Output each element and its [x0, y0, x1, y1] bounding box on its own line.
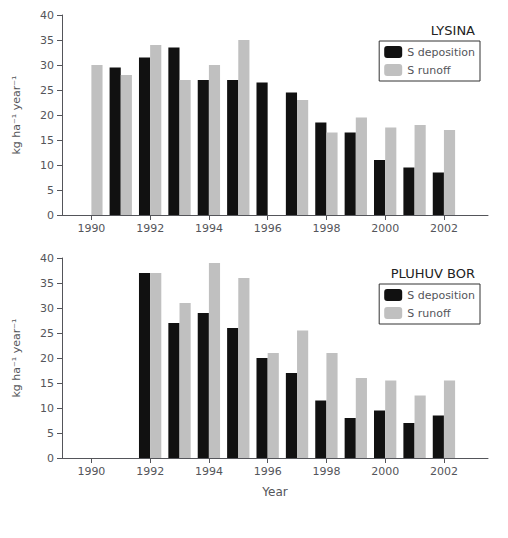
svg-text:10: 10: [40, 159, 54, 172]
svg-text:1990: 1990: [77, 222, 105, 235]
svg-text:1996: 1996: [254, 222, 282, 235]
svg-text:0: 0: [47, 209, 54, 222]
svg-text:2002: 2002: [430, 222, 458, 235]
svg-text:25: 25: [40, 327, 54, 340]
svg-text:30: 30: [40, 302, 54, 315]
svg-text:15: 15: [40, 377, 54, 390]
svg-text:35: 35: [40, 34, 54, 47]
svg-text:LYSINA: LYSINA: [431, 23, 475, 38]
svg-text:5: 5: [47, 184, 54, 197]
svg-text:S runoff: S runoff: [407, 64, 451, 77]
svg-text:20: 20: [40, 352, 54, 365]
svg-text:20: 20: [40, 109, 54, 122]
svg-text:1996: 1996: [254, 465, 282, 478]
svg-text:PLUHUV BOR: PLUHUV BOR: [391, 266, 475, 281]
svg-text:5: 5: [47, 427, 54, 440]
svg-text:S deposition: S deposition: [407, 289, 475, 302]
svg-text:1998: 1998: [312, 465, 340, 478]
svg-text:40: 40: [40, 252, 54, 265]
svg-text:S deposition: S deposition: [407, 46, 475, 59]
svg-text:1992: 1992: [136, 465, 164, 478]
svg-text:0: 0: [47, 452, 54, 465]
svg-text:1992: 1992: [136, 222, 164, 235]
svg-text:2000: 2000: [371, 465, 399, 478]
svg-text:Year: Year: [261, 485, 287, 499]
svg-text:2002: 2002: [430, 465, 458, 478]
svg-text:10: 10: [40, 402, 54, 415]
svg-text:25: 25: [40, 84, 54, 97]
svg-text:2000: 2000: [371, 222, 399, 235]
svg-text:1990: 1990: [77, 465, 105, 478]
svg-text:S runoff: S runoff: [407, 307, 451, 320]
svg-text:kg ha⁻¹ year⁻¹: kg ha⁻¹ year⁻¹: [10, 75, 23, 154]
svg-text:1994: 1994: [195, 222, 223, 235]
svg-text:kg ha⁻¹ year⁻¹: kg ha⁻¹ year⁻¹: [10, 318, 23, 397]
svg-text:35: 35: [40, 277, 54, 290]
svg-text:1998: 1998: [312, 222, 340, 235]
svg-text:1994: 1994: [195, 465, 223, 478]
svg-text:40: 40: [40, 9, 54, 22]
svg-text:30: 30: [40, 59, 54, 72]
svg-text:15: 15: [40, 134, 54, 147]
